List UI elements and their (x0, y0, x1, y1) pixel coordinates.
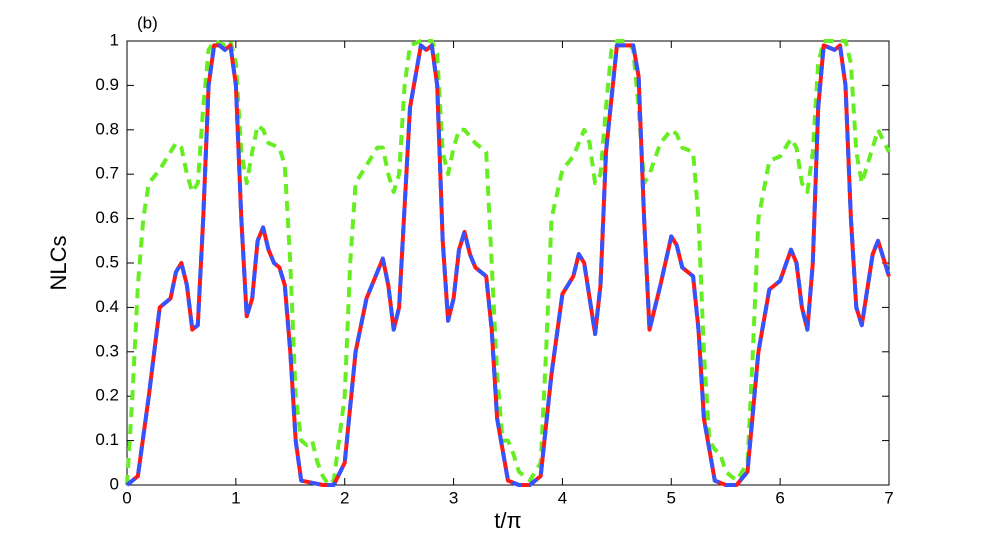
annotation: (b) (137, 13, 158, 32)
x-tick-label: 1 (231, 488, 240, 507)
y-tick-label: 0.1 (95, 430, 119, 449)
y-tick-label: 0.2 (95, 386, 119, 405)
y-tick-label: 0.3 (95, 341, 119, 360)
x-tick-label: 2 (340, 488, 349, 507)
y-axis-label: NLCs (46, 235, 71, 290)
x-axis-label: t/π (494, 508, 521, 533)
y-tick-label: 0.8 (95, 119, 119, 138)
y-tick-label: 0.5 (95, 252, 119, 271)
x-tick-label: 3 (449, 488, 458, 507)
x-tick-label: 7 (884, 488, 893, 507)
plot-frame (126, 40, 890, 486)
y-tick-label: 1 (110, 30, 119, 49)
x-tick-label: 5 (667, 488, 676, 507)
y-tick-label: 0.4 (95, 297, 119, 316)
data-line (125, 39, 891, 487)
x-tick-label: 4 (558, 488, 567, 507)
y-tick-label: 0.6 (95, 208, 119, 227)
x-tick-label: 0 (122, 488, 131, 507)
y-tick-label: 0 (110, 474, 119, 493)
data-line (125, 43, 891, 487)
y-tick-label: 0.7 (95, 164, 119, 183)
x-tick-label: 6 (775, 488, 784, 507)
y-tick-label: 0.9 (95, 75, 119, 94)
data-line (125, 43, 891, 487)
